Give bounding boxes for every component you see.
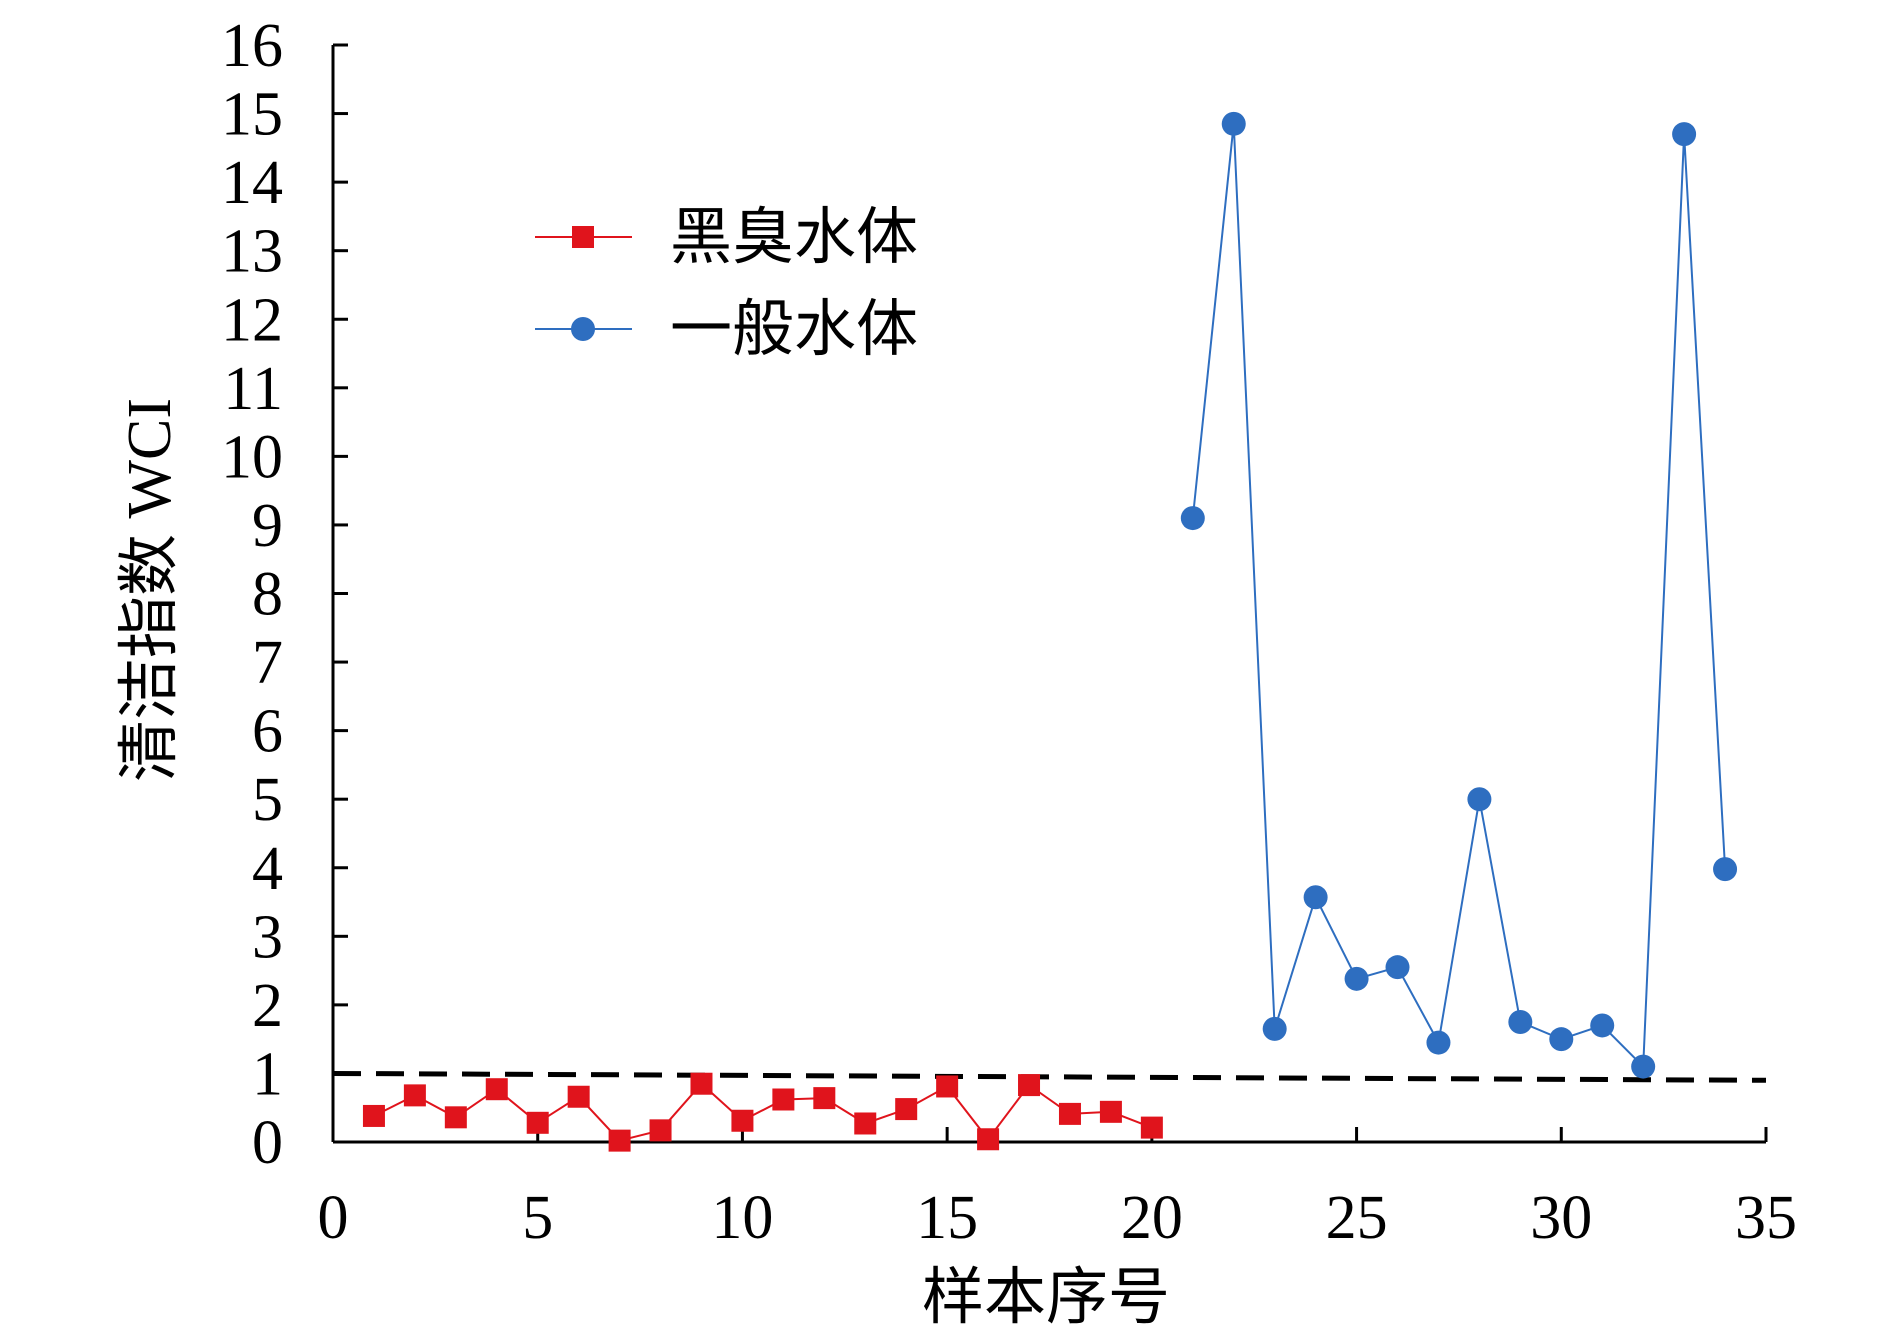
x-tick-label: 20 xyxy=(1121,1184,1183,1252)
legend-marker xyxy=(571,317,595,341)
y-tick-label: 12 xyxy=(221,286,283,354)
legend-item: 黑臭水体 xyxy=(535,204,918,272)
data-point xyxy=(1018,1074,1041,1097)
y-tick-label: 2 xyxy=(252,972,283,1040)
data-point xyxy=(526,1111,549,1134)
x-axis-title: 样本序号 xyxy=(922,1264,1170,1332)
data-point xyxy=(813,1087,836,1110)
data-point xyxy=(1426,1030,1451,1055)
data-point xyxy=(772,1088,795,1111)
x-tick-label: 15 xyxy=(916,1184,978,1252)
data-point xyxy=(977,1128,1000,1151)
data-point xyxy=(936,1075,959,1098)
reference-line-layer xyxy=(332,1070,1767,1083)
y-tick-label: 15 xyxy=(221,81,283,149)
data-point xyxy=(1549,1027,1574,1052)
data-point xyxy=(1058,1102,1081,1125)
data-point xyxy=(1221,111,1246,136)
data-point xyxy=(1467,787,1492,812)
data-point xyxy=(649,1119,672,1142)
data-point xyxy=(1713,857,1738,882)
series-2 xyxy=(1180,111,1738,1079)
data-point xyxy=(690,1072,713,1095)
y-tick-label: 10 xyxy=(221,423,283,491)
legend-label: 黑臭水体 xyxy=(670,204,918,272)
y-tick-label: 1 xyxy=(252,1040,283,1108)
legend-marker xyxy=(572,226,594,248)
data-point xyxy=(1140,1116,1163,1139)
y-tick-label: 5 xyxy=(252,766,283,834)
series-1 xyxy=(362,1072,1163,1152)
x-tick-label: 0 xyxy=(318,1184,349,1252)
y-tick-label: 8 xyxy=(252,561,283,629)
data-point xyxy=(485,1078,508,1101)
data-point xyxy=(1385,955,1410,980)
data-point xyxy=(1590,1013,1615,1038)
data-point xyxy=(1344,966,1369,991)
y-axis-title: 清洁指数 WCI xyxy=(116,398,184,782)
y-tick-label: 9 xyxy=(252,492,283,560)
series-line xyxy=(1191,123,1727,1069)
y-tick-label: 14 xyxy=(221,149,283,217)
y-tick-label: 3 xyxy=(252,903,283,971)
legend-item: 一般水体 xyxy=(535,296,918,364)
series-layer xyxy=(362,111,1738,1152)
data-point xyxy=(1180,506,1205,531)
data-point xyxy=(444,1106,467,1129)
y-tick-label: 7 xyxy=(252,629,283,697)
data-point xyxy=(362,1104,385,1127)
y-tick-label: 0 xyxy=(252,1109,283,1177)
x-tick-label: 35 xyxy=(1735,1184,1797,1252)
y-tick-label: 6 xyxy=(252,698,283,766)
data-point xyxy=(1099,1100,1122,1123)
legend-label: 一般水体 xyxy=(670,296,918,364)
data-point xyxy=(1262,1016,1287,1041)
data-point xyxy=(895,1098,918,1121)
x-tick-label: 5 xyxy=(522,1184,553,1252)
threshold-dashed-line xyxy=(332,1070,1767,1083)
x-tick-label: 25 xyxy=(1326,1184,1388,1252)
data-point xyxy=(1508,1010,1533,1035)
x-tick-label: 10 xyxy=(711,1184,773,1252)
data-point xyxy=(731,1109,754,1132)
y-tick-label: 16 xyxy=(221,12,283,80)
data-point xyxy=(854,1112,877,1135)
data-point xyxy=(1631,1054,1656,1079)
y-tick-label: 13 xyxy=(221,218,283,286)
data-point xyxy=(1303,885,1328,910)
data-point xyxy=(608,1129,631,1152)
data-point xyxy=(567,1085,590,1108)
y-tick-label: 11 xyxy=(223,355,283,423)
data-point xyxy=(403,1084,426,1107)
y-tick-label: 4 xyxy=(252,835,283,903)
data-point xyxy=(1672,122,1697,147)
x-tick-label: 30 xyxy=(1530,1184,1592,1252)
